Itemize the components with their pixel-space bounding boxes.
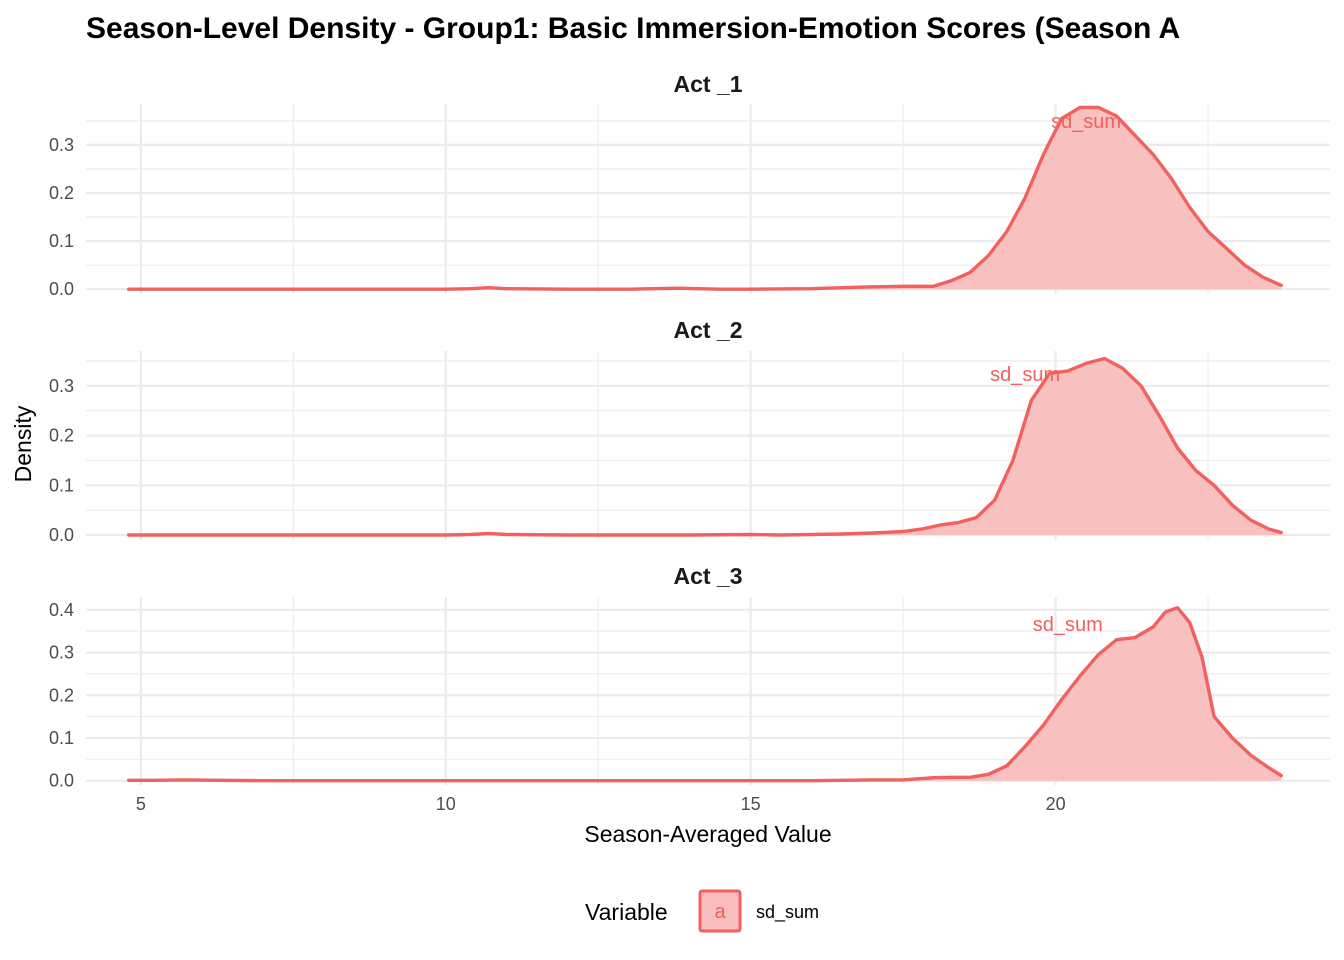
- series-annotation: sd_sum: [1033, 614, 1103, 636]
- y-tick-label: 0.1: [49, 231, 74, 251]
- density-line-sd-sum: [126, 105, 1283, 291]
- legend-label-sd-sum: sd_sum: [756, 902, 819, 923]
- x-tick-label: 10: [436, 794, 456, 814]
- y-tick-label: 0.3: [49, 135, 74, 155]
- density-line-sd-sum: [126, 356, 1283, 537]
- y-axis-title: Density: [10, 405, 36, 482]
- series-annotation: sd_sum: [1051, 111, 1121, 133]
- facet-panel: 0.0 0.1 0.2 0.3 Act _1 sd_sum: [49, 71, 1330, 299]
- facet-strip-label: Act _2: [673, 317, 742, 343]
- y-tick-label: 0.4: [49, 600, 74, 620]
- y-tick-label: 0.2: [49, 685, 74, 705]
- density-area-sd-sum: [128, 607, 1282, 781]
- facet-panel: 0.0 0.1 0.2 0.3 0.4 Act _3 sd_sum: [49, 563, 1330, 791]
- x-axis: 5 10 15 20: [136, 794, 1066, 814]
- density-line-sd-sum: [126, 606, 1283, 783]
- density-area-sd-sum: [128, 358, 1282, 535]
- series-annotation: sd_sum: [990, 364, 1060, 386]
- legend-key: [698, 889, 742, 933]
- x-tick-label: 20: [1046, 794, 1066, 814]
- legend: Variable a sd_sum: [585, 889, 819, 933]
- y-tick-label: 0.3: [49, 643, 74, 663]
- y-tick-label: 0.3: [49, 376, 74, 396]
- facet-panel: 0.0 0.1 0.2 0.3 Act _2 sd_sum: [49, 317, 1330, 545]
- x-tick-label: 5: [136, 794, 146, 814]
- y-tick-label: 0.2: [49, 426, 74, 446]
- y-tick-label: 0.2: [49, 183, 74, 203]
- x-axis-title: Season-Averaged Value: [584, 821, 831, 847]
- y-tick-label: 0.0: [49, 771, 74, 791]
- x-tick-label: 15: [741, 794, 761, 814]
- facet-strip-label: Act _3: [673, 563, 742, 589]
- facet-panels: 0.0 0.1 0.2 0.3 Act _1 sd_sum 0.0 0.1 0.2 0.3 Act …: [49, 71, 1330, 791]
- y-tick-label: 0.1: [49, 728, 74, 748]
- chart-title: Season-Level Density - Group1: Basic Imm…: [86, 12, 1180, 45]
- density-area-sd-sum: [128, 107, 1282, 290]
- y-tick-label: 0.0: [49, 279, 74, 299]
- y-tick-label: 0.1: [49, 475, 74, 495]
- facet-strip-label: Act _1: [673, 71, 742, 97]
- y-tick-label: 0.0: [49, 525, 74, 545]
- legend-title: Variable: [585, 899, 668, 925]
- legend-key-glyph: a: [714, 901, 726, 923]
